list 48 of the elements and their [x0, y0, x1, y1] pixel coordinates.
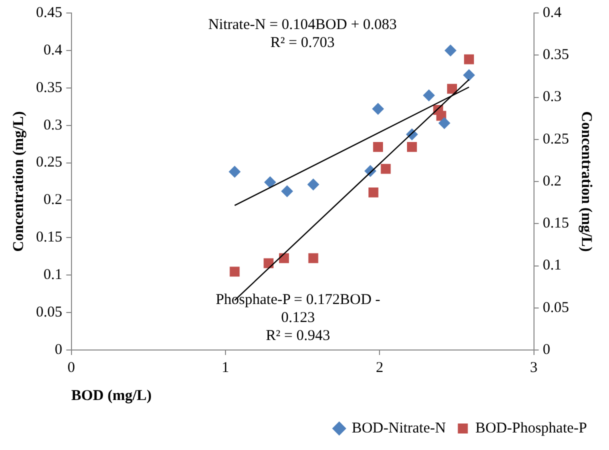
point — [372, 102, 384, 115]
x-tick-label: 2 — [376, 360, 384, 376]
annotation: Phosphate-P = 0.172BOD - 0.123 R² = 0.943 — [216, 292, 380, 344]
y-tick-label: 0.45 — [36, 4, 62, 21]
point — [264, 258, 274, 268]
y2-tick-label: 0.35 — [542, 47, 569, 64]
y2-tick-label: 0.3 — [542, 89, 562, 106]
y-tick-label: 0.4 — [44, 42, 63, 58]
y2-axis-title: Concentration (mg/L) — [578, 111, 594, 252]
point — [464, 54, 474, 64]
y-tick-label: 0.1 — [44, 267, 62, 284]
y-tick-label: 0.2 — [44, 192, 62, 208]
point — [407, 142, 417, 152]
y-axis-title: Concentration (mg/L) — [10, 111, 27, 252]
x-tick-label: 3 — [530, 360, 538, 376]
y2-tick-label: 0.15 — [542, 216, 569, 232]
legend-label: BOD-Phosphate-P — [475, 420, 588, 436]
x-tick-label: 0 — [68, 360, 75, 376]
point — [281, 185, 294, 198]
y2-tick-label: 0.05 — [542, 300, 569, 316]
x-tick-label: 1 — [222, 360, 230, 376]
point — [422, 89, 435, 102]
point — [380, 164, 391, 174]
point — [368, 188, 378, 198]
y-tick-label: 0.15 — [36, 230, 62, 246]
point — [230, 266, 240, 277]
point — [444, 44, 456, 56]
y2-tick-label: 0.4 — [542, 4, 562, 21]
y2-tick-label: 0.2 — [542, 173, 562, 190]
point — [228, 166, 241, 178]
point — [264, 176, 276, 188]
legend-label: BOD-Nitrate-N — [352, 420, 446, 436]
y-tick-label: 0.3 — [44, 117, 62, 134]
annotation: Nitrate-N = 0.104BOD + 0.083 R² = 0.703 — [208, 16, 397, 51]
point — [438, 117, 450, 130]
point — [463, 69, 475, 82]
point — [308, 253, 318, 264]
x-axis-title: BOD (mg/L) — [71, 388, 152, 404]
y-tick-label: 0.05 — [36, 304, 62, 320]
point — [447, 84, 457, 94]
y2-tick-label: 0.1 — [542, 258, 562, 274]
y-tick-label: 0.25 — [36, 154, 62, 171]
point — [373, 142, 383, 152]
y-tick-label: 0.35 — [36, 80, 62, 96]
y-tick-label: 0 — [54, 342, 62, 358]
y2-tick-label: 0 — [542, 342, 550, 358]
point — [307, 178, 320, 190]
y2-tick-label: 0.25 — [542, 131, 569, 148]
